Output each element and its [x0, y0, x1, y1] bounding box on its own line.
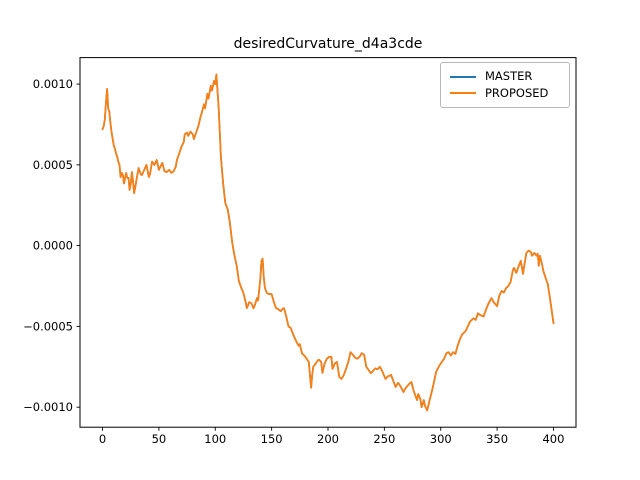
y-tick-label: 0.0005 — [33, 158, 73, 172]
master-line-swatch — [450, 75, 476, 78]
legend: MASTER PROPOSED — [440, 62, 570, 108]
x-tick-label: 100 — [204, 432, 226, 446]
legend-item-master: MASTER — [450, 69, 560, 83]
chart-title: desiredCurvature_d4a3cde — [233, 36, 423, 52]
x-tick-label: 150 — [261, 432, 283, 446]
x-tick-label: 50 — [152, 432, 167, 446]
y-tick-label: −0.0005 — [23, 319, 73, 333]
x-tick-label: 400 — [542, 432, 564, 446]
series-line-proposed — [101, 73, 555, 412]
legend-label-master: MASTER — [485, 69, 533, 83]
x-tick-label: 350 — [486, 432, 508, 446]
legend-item-proposed: PROPOSED — [450, 85, 560, 100]
series-line-master — [101, 73, 555, 412]
y-tick-label: 0.0010 — [33, 77, 73, 91]
y-tick-label: 0.0000 — [33, 239, 73, 253]
y-tick-label: −0.0010 — [23, 400, 73, 414]
legend-label-proposed: PROPOSED — [485, 85, 549, 100]
x-tick-label: 250 — [373, 432, 395, 446]
x-tick-label: 200 — [317, 432, 339, 446]
axes-frame — [79, 57, 577, 428]
x-tick-label: 0 — [99, 432, 106, 446]
x-tick-label: 300 — [430, 432, 452, 446]
proposed-line-swatch — [450, 92, 476, 95]
